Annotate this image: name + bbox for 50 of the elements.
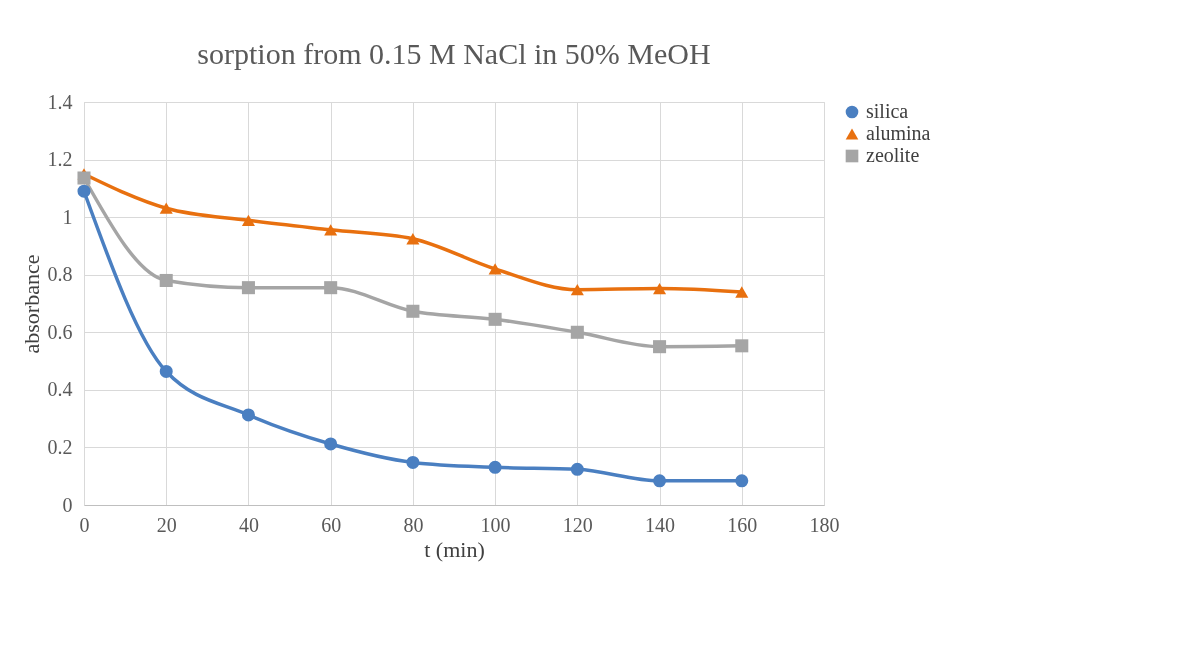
x-axis-title: t (min) — [424, 536, 485, 562]
legend-label: silica — [866, 100, 909, 122]
y-tick-label: 0.4 — [47, 378, 73, 401]
legend-label: alumina — [866, 122, 931, 144]
point — [570, 284, 584, 296]
point — [570, 325, 584, 339]
point — [488, 263, 502, 275]
x-tick-label: 140 — [645, 513, 676, 536]
x-tick-label: 180 — [809, 513, 840, 536]
x-tick-label: 60 — [321, 513, 342, 536]
point — [324, 437, 338, 451]
y-tick-label: 0.6 — [47, 320, 73, 343]
x-tick-label: 80 — [403, 513, 424, 536]
legend-label: zeolite — [866, 144, 920, 166]
point — [241, 281, 255, 295]
point — [324, 281, 338, 295]
y-tick-label: 0.8 — [47, 263, 73, 286]
point — [159, 273, 173, 287]
x-tick-label: 40 — [238, 513, 259, 536]
y-tick-label: 0 — [62, 493, 73, 516]
point — [406, 455, 420, 469]
point — [488, 312, 502, 326]
point — [488, 460, 502, 474]
point — [241, 214, 255, 226]
point — [159, 364, 173, 378]
point — [406, 233, 420, 245]
point — [735, 339, 749, 353]
point — [653, 282, 667, 295]
y-tick-label: 1.2 — [47, 148, 73, 171]
x-tick-label: 160 — [727, 513, 758, 536]
point — [570, 462, 584, 476]
chart-title: sorption from 0.15 M NaCl in 50% MeOH — [197, 37, 711, 70]
point — [159, 202, 173, 214]
point — [653, 474, 667, 488]
x-tick-label: 0 — [79, 513, 90, 536]
point — [735, 286, 749, 298]
y-tick-label: 1 — [62, 205, 73, 228]
point — [735, 474, 749, 488]
point — [241, 408, 255, 422]
x-tick-label: 20 — [156, 513, 177, 536]
point — [77, 184, 91, 198]
point — [324, 224, 338, 236]
x-tick-label: 100 — [480, 513, 511, 536]
point — [77, 171, 91, 185]
point — [653, 340, 667, 354]
x-tick-label: 120 — [562, 513, 593, 536]
y-axis-title: absorbance — [18, 254, 44, 354]
y-tick-label: 0.2 — [47, 435, 73, 458]
y-tick-label: 1.4 — [47, 90, 73, 113]
point — [406, 304, 420, 318]
